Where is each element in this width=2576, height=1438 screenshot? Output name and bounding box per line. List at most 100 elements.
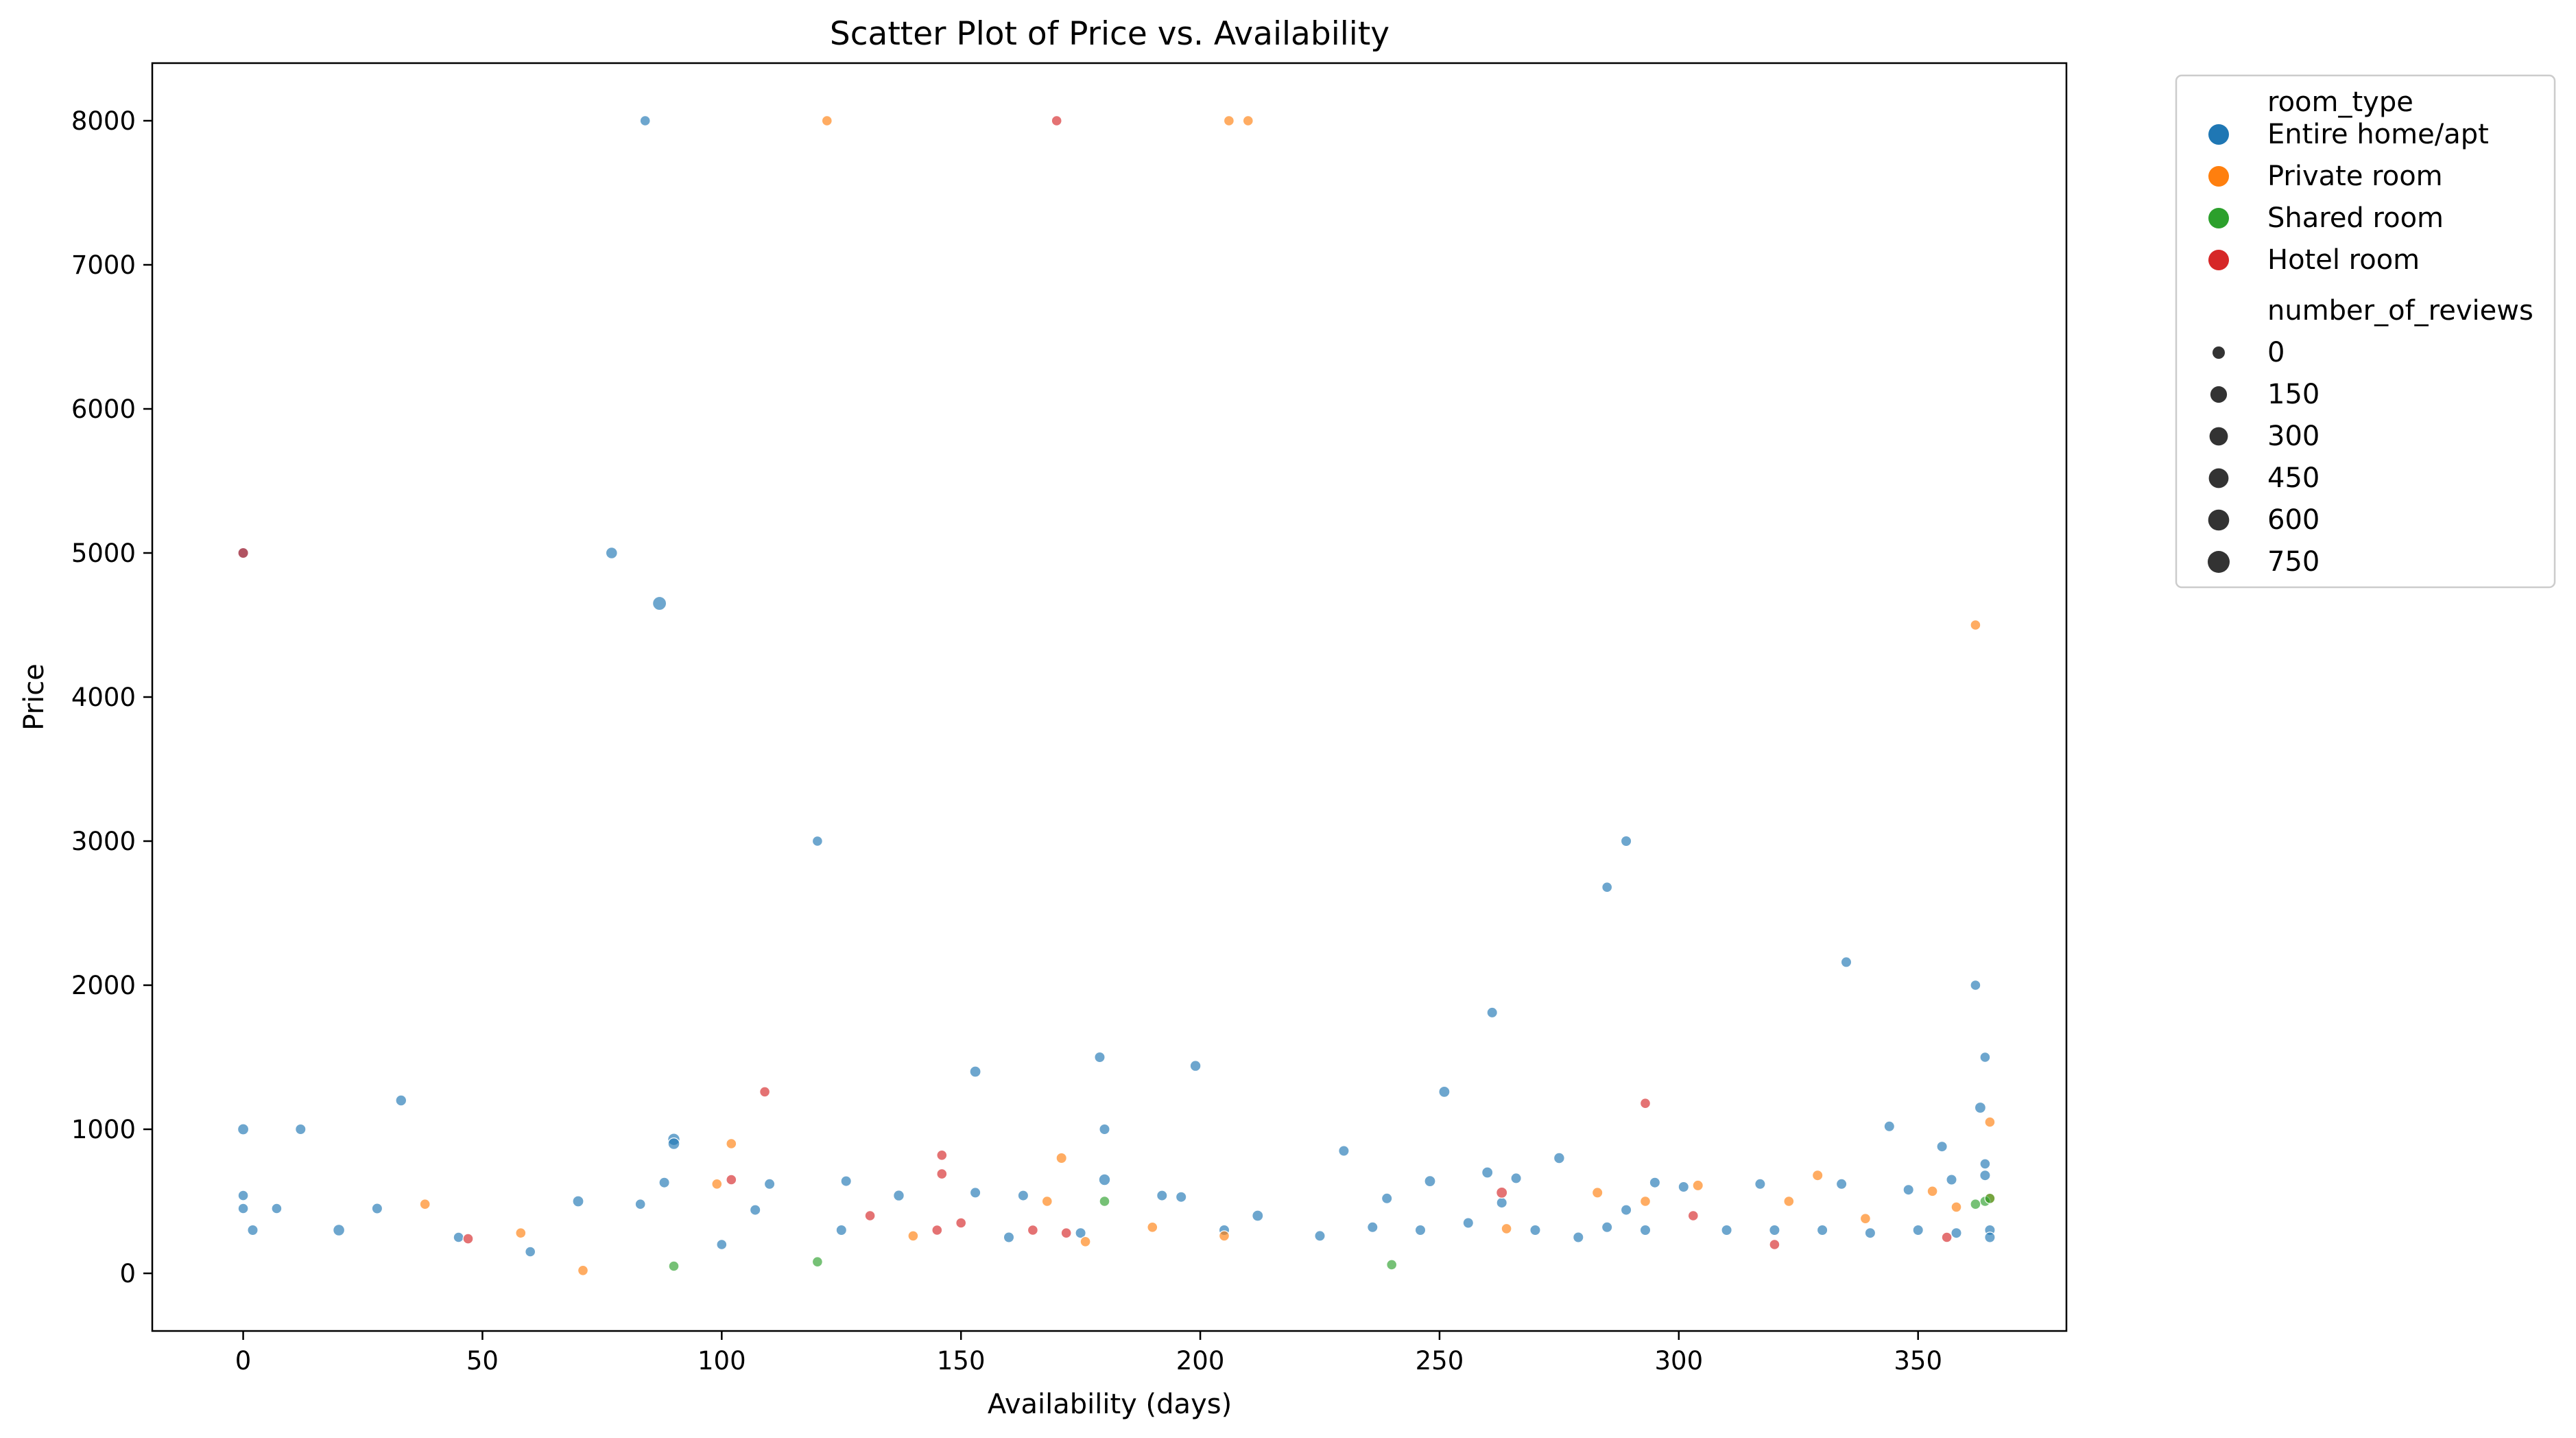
- data-point: [1649, 1177, 1661, 1188]
- data-point: [247, 1224, 259, 1236]
- data-point: [1462, 1217, 1474, 1229]
- data-point: [1811, 1169, 1824, 1181]
- data-point: [1041, 1195, 1053, 1207]
- data-point: [969, 1065, 981, 1078]
- data-point: [1984, 1231, 1996, 1243]
- data-point: [515, 1227, 527, 1239]
- data-point: [936, 1168, 948, 1180]
- data-point: [1242, 115, 1254, 127]
- data-point: [763, 1178, 776, 1190]
- legend-marker: [2208, 166, 2229, 187]
- legend-label: Entire home/apt: [2267, 119, 2489, 150]
- y-tick-label: 1000: [71, 1115, 136, 1144]
- legend-hue-title: room_type: [2267, 86, 2413, 118]
- legend-size-label: 450: [2267, 462, 2319, 494]
- data-point: [726, 1174, 737, 1186]
- data-point: [1912, 1224, 1924, 1236]
- data-point: [1496, 1197, 1507, 1209]
- legend-box: [2175, 74, 2556, 589]
- data-point: [1927, 1186, 1938, 1197]
- data-point: [1147, 1221, 1158, 1233]
- data-point: [1481, 1166, 1494, 1179]
- legend-size-marker: [2208, 468, 2229, 488]
- legend-size-label: 300: [2267, 421, 2319, 452]
- y-tick-label: 5000: [71, 539, 136, 568]
- data-point: [271, 1203, 283, 1214]
- data-point: [864, 1210, 876, 1221]
- data-point: [371, 1203, 383, 1214]
- data-point: [811, 1256, 823, 1268]
- data-point: [668, 1260, 680, 1272]
- data-point: [1051, 115, 1062, 127]
- data-point: [453, 1231, 464, 1243]
- data-point: [1099, 1195, 1110, 1207]
- data-point: [1951, 1227, 1962, 1239]
- x-axis-label: Availability (days): [988, 1389, 1232, 1420]
- data-point: [1223, 115, 1235, 127]
- data-point: [1338, 1145, 1350, 1157]
- legend-size-title: number_of_reviews: [2267, 295, 2533, 327]
- data-point: [821, 115, 833, 127]
- data-point: [1080, 1236, 1091, 1247]
- data-point: [1936, 1140, 1948, 1153]
- legend-label: Hotel room: [2267, 244, 2420, 276]
- y-tick-label: 8000: [71, 106, 136, 136]
- data-point: [1970, 1199, 1981, 1210]
- data-point: [1620, 1204, 1632, 1216]
- legend-size-label: 150: [2267, 379, 2319, 410]
- data-point: [1075, 1227, 1086, 1239]
- legend-hue-entries: Entire home/apt Private room Shared room Ho…: [2208, 119, 2489, 276]
- data-point: [237, 1203, 249, 1214]
- legend-marker: [2208, 250, 2229, 270]
- data-point: [1367, 1221, 1379, 1234]
- data-point: [1692, 1179, 1704, 1192]
- data-point: [1984, 1192, 1996, 1204]
- data-point: [1946, 1174, 1957, 1186]
- x-tick-label: 50: [466, 1346, 499, 1376]
- data-point: [936, 1149, 948, 1161]
- x-tick-label: 200: [1176, 1346, 1225, 1376]
- data-point: [1678, 1181, 1689, 1193]
- data-point: [1027, 1224, 1038, 1236]
- data-point: [1175, 1191, 1187, 1203]
- data-point: [1640, 1195, 1651, 1207]
- data-point: [1189, 1060, 1202, 1072]
- data-point: [1639, 1224, 1651, 1236]
- data-point: [893, 1190, 905, 1201]
- data-point: [1314, 1230, 1326, 1242]
- data-point: [295, 1123, 307, 1135]
- data-point: [716, 1238, 728, 1250]
- y-tick-label: 7000: [71, 250, 136, 280]
- data-point: [1903, 1183, 1914, 1196]
- data-point: [1098, 1173, 1111, 1186]
- data-point: [1754, 1178, 1766, 1190]
- x-tick-label: 250: [1416, 1346, 1464, 1376]
- x-tick-label: 300: [1655, 1346, 1704, 1376]
- y-tick-label: 6000: [71, 394, 136, 424]
- data-point: [1386, 1259, 1398, 1271]
- data-point: [605, 546, 618, 559]
- data-point: [1510, 1172, 1522, 1184]
- data-point: [955, 1217, 967, 1229]
- legend-size-marker: [2208, 551, 2230, 573]
- data-point: [634, 1199, 646, 1210]
- data-point: [1496, 1186, 1508, 1199]
- data-point: [1099, 1123, 1110, 1135]
- legend: room_type Entire home/apt Private room Sha…: [2175, 74, 2556, 589]
- data-point: [1941, 1231, 1953, 1243]
- data-point: [1816, 1224, 1828, 1236]
- x-tick-label: 100: [697, 1346, 746, 1376]
- data-point: [658, 1177, 670, 1188]
- data-point: [907, 1230, 919, 1242]
- data-point: [525, 1246, 536, 1258]
- data-point: [1769, 1238, 1780, 1250]
- data-point: [419, 1199, 431, 1210]
- y-tick-label: 3000: [71, 827, 136, 856]
- data-point: [1979, 1051, 1991, 1063]
- data-point: [652, 596, 667, 611]
- data-point: [840, 1175, 852, 1187]
- data-point: [1835, 1178, 1848, 1190]
- data-point: [577, 1264, 588, 1276]
- data-point: [462, 1233, 474, 1245]
- data-point: [1056, 1152, 1067, 1164]
